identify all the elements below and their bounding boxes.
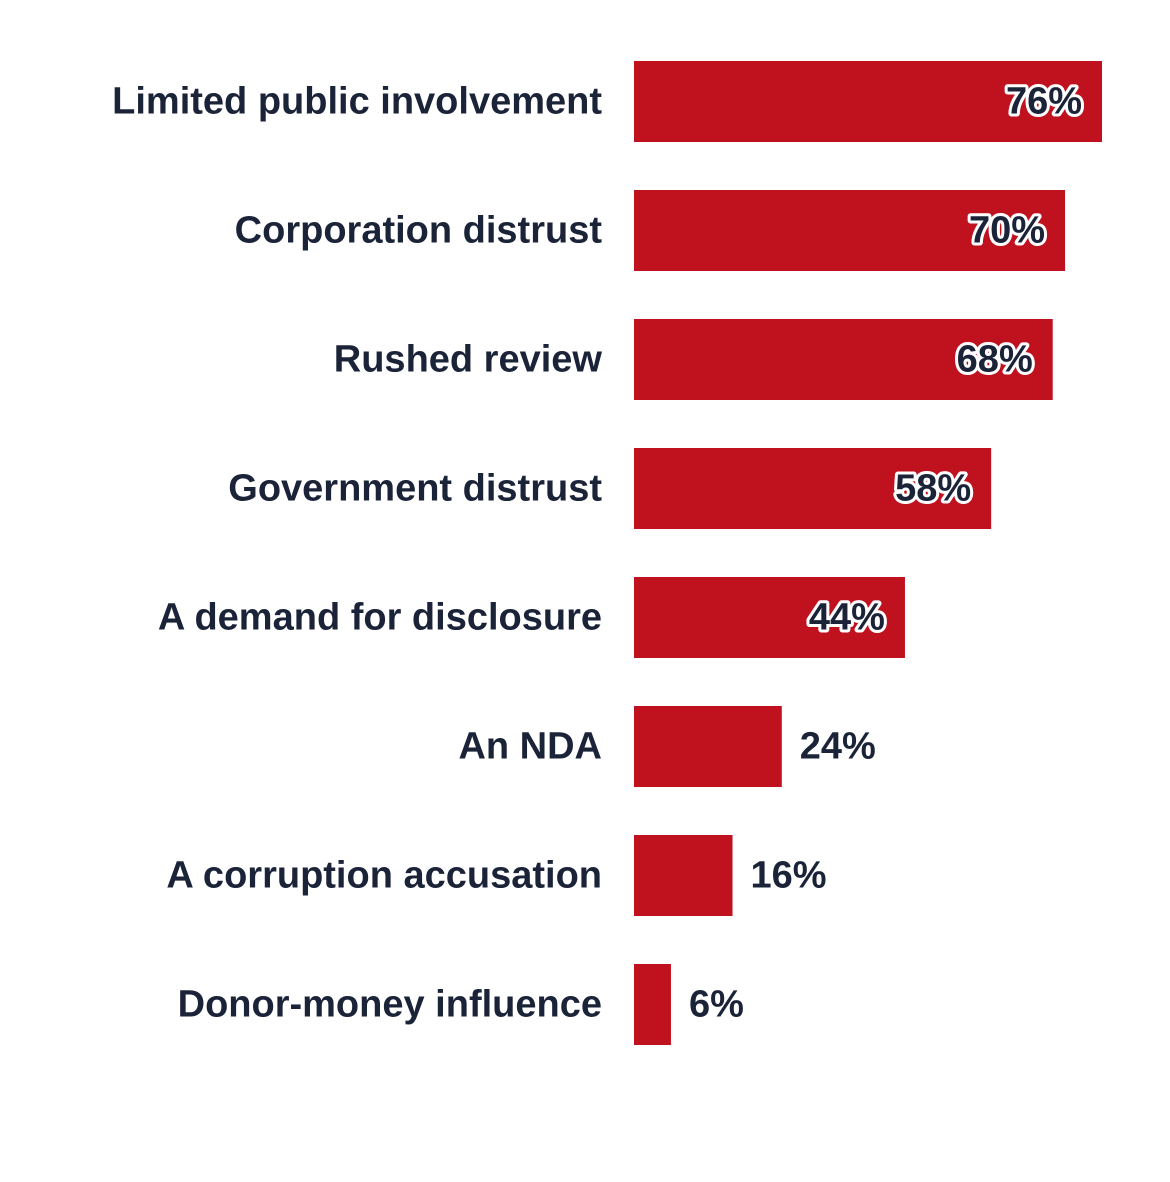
value-label: 68% bbox=[957, 339, 1033, 381]
bar-row: Government distrust 58% bbox=[228, 448, 992, 529]
bar bbox=[634, 448, 992, 529]
value-label: 6% bbox=[689, 984, 744, 1026]
bar-row: Limited public involvement 76% bbox=[112, 61, 1102, 142]
bar bbox=[634, 835, 733, 916]
category-label: A demand for disclosure bbox=[158, 597, 602, 639]
bar-row: Corporation distrust 70% bbox=[235, 190, 1066, 271]
bar-row: Rushed review 68% bbox=[334, 319, 1053, 400]
value-label: 24% bbox=[800, 726, 876, 768]
value-label: 76% bbox=[1006, 81, 1082, 123]
bar bbox=[634, 706, 782, 787]
category-label: Rushed review bbox=[334, 339, 603, 381]
bar bbox=[634, 964, 671, 1045]
bar bbox=[634, 577, 905, 658]
bar-row: A corruption accusation 16% bbox=[166, 835, 827, 916]
bar-row: A demand for disclosure 44% bbox=[158, 577, 905, 658]
value-label: 58% bbox=[895, 468, 971, 510]
bar-row: An NDA 24% bbox=[458, 706, 876, 787]
bar bbox=[634, 319, 1053, 400]
bar bbox=[634, 61, 1102, 142]
category-label: A corruption accusation bbox=[166, 855, 602, 897]
category-label: Donor-money influence bbox=[178, 984, 602, 1026]
value-label: 70% bbox=[969, 210, 1045, 252]
bar-row: Donor-money influence 6% bbox=[178, 964, 744, 1045]
value-label: 16% bbox=[751, 855, 827, 897]
value-label: 44% bbox=[809, 597, 885, 639]
category-label: Government distrust bbox=[228, 468, 602, 510]
bar bbox=[634, 190, 1066, 271]
category-label: An NDA bbox=[458, 726, 602, 768]
category-label: Corporation distrust bbox=[235, 210, 603, 252]
category-label: Limited public involvement bbox=[112, 81, 602, 123]
